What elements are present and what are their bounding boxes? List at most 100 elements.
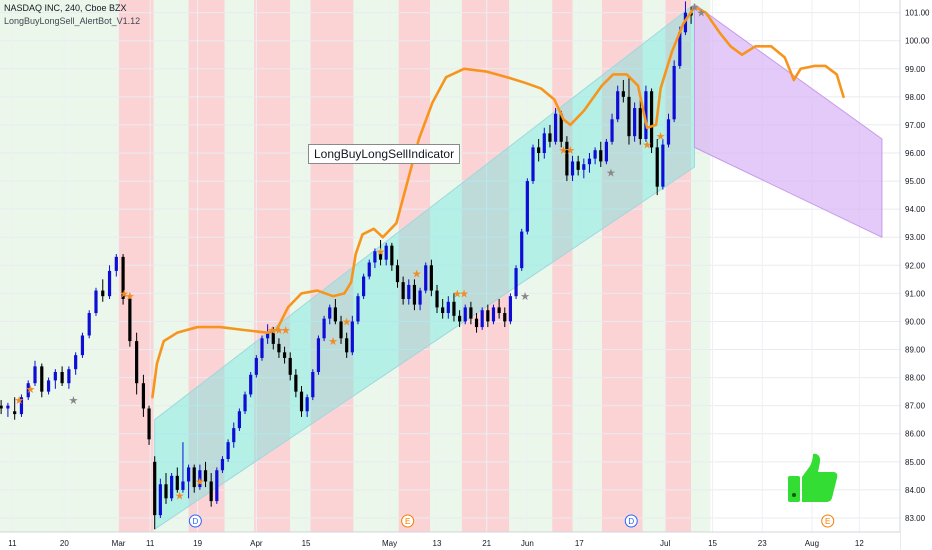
candle-body (407, 284, 411, 299)
candle-body (390, 245, 394, 266)
signal-star: ★ (520, 290, 530, 303)
signal-star: ★ (656, 130, 666, 143)
candle-body (232, 428, 236, 443)
signal-star: ★ (328, 335, 338, 348)
candle-body (80, 335, 85, 356)
signal-star: ★ (175, 490, 185, 503)
candle-body (474, 318, 479, 328)
candle-body (60, 371, 64, 384)
candle-body (452, 301, 456, 316)
candle-body (429, 265, 433, 291)
candle-body (328, 307, 332, 319)
candle-body (367, 262, 371, 277)
price-axis[interactable]: 83.00 84.00 85.00 86.00 87.00 88.00 89.00 90.00… (899, 0, 932, 550)
buy-zone-band (290, 0, 311, 532)
candle-body (135, 341, 139, 384)
event-marker-circle (821, 514, 835, 528)
candle-body (503, 313, 507, 322)
candle-body (305, 397, 309, 412)
candle-body (576, 161, 580, 170)
signal-star: ★ (274, 324, 284, 337)
candle-body (463, 307, 467, 322)
candle-body (661, 144, 665, 187)
candle-body (486, 310, 490, 322)
candle-body (666, 119, 671, 145)
candle-body (19, 397, 24, 415)
candle-body (74, 355, 78, 370)
candle-body (593, 150, 597, 159)
price-tick-label: 86.00 (905, 430, 926, 439)
candle-body (356, 296, 360, 322)
indicator-title[interactable]: LongBuyLongSell_AlertBot_V1.12 (4, 16, 141, 26)
candle-body (548, 133, 552, 142)
candle-body (260, 338, 264, 358)
candle-body (378, 251, 383, 260)
candle-body (446, 301, 450, 314)
signal-star: ★ (412, 268, 422, 281)
sell-zone-band (188, 0, 225, 532)
candle-body (6, 405, 10, 409)
buy-zone-band (642, 0, 666, 532)
candle-body (243, 394, 247, 412)
candle-body (542, 133, 546, 154)
signal-star: ★ (559, 144, 569, 157)
signal-star: ★ (606, 167, 616, 180)
candle-body (508, 296, 513, 322)
signal-star: ★ (195, 475, 205, 488)
signal-stars: ★★★★★★★★★★★★★★★★ ★★★★★★★★ (14, 1, 706, 502)
candle-body (215, 470, 219, 502)
time-tick-label: 11 (8, 539, 17, 548)
candle-body (469, 307, 473, 319)
signal-star: ★ (26, 383, 36, 396)
event-marker-label: E (825, 517, 830, 526)
time-axis[interactable]: 11 20 Mar 11 19 Apr 15 May 13 21 Jun 17 Jul 15 23 Aug 12 (0, 531, 900, 550)
candle-body (480, 310, 484, 328)
signal-star: ★ (696, 7, 706, 20)
candle-body (587, 158, 592, 165)
candle-body (384, 245, 388, 260)
candle-body (633, 108, 637, 137)
time-tick-label: Mar (112, 539, 126, 548)
buy-zone-band (430, 0, 462, 532)
time-tick-label: 19 (193, 539, 202, 548)
forecast-channel (693, 3, 883, 239)
indicator-label[interactable]: LongBuyLongSellIndicator (308, 144, 461, 164)
candle-body (40, 366, 44, 392)
sell-zone-band (461, 0, 510, 532)
price-tick-label: 95.00 (905, 177, 926, 186)
candle-body (121, 256, 125, 299)
candle-body (491, 307, 496, 322)
price-tick-label: 84.00 (905, 486, 926, 495)
candle-body (67, 369, 71, 384)
candle-body (457, 315, 462, 322)
event-marker-circle (188, 514, 202, 528)
event-marker-label: D (628, 517, 634, 526)
candle-body (559, 113, 563, 142)
candles (0, 1, 693, 530)
signal-star: ★ (376, 245, 386, 258)
candle-body (175, 475, 179, 490)
signal-star: ★ (690, 1, 700, 14)
price-tick-label: 100.00 (905, 37, 930, 46)
price-tick-label: 97.00 (905, 121, 926, 130)
candle-body (350, 321, 354, 353)
price-tick-label: 94.00 (905, 205, 926, 214)
buy-zone-band (572, 0, 602, 532)
time-tick-label: May (382, 539, 397, 548)
candle-body (237, 411, 241, 429)
candle-body (282, 352, 287, 358)
candle-body (170, 475, 174, 499)
signal-star: ★ (281, 324, 291, 337)
time-tick-label: 15 (302, 539, 311, 548)
candle-body (181, 481, 185, 490)
candle-body (531, 147, 535, 182)
thumbs-up-icon (788, 453, 838, 502)
candle-body (435, 290, 439, 308)
candle-body (299, 391, 304, 412)
price-tick-label: 87.00 (905, 402, 926, 411)
event-marker-label: D (192, 517, 198, 526)
candle-body (322, 318, 326, 339)
candle-body (655, 147, 659, 187)
